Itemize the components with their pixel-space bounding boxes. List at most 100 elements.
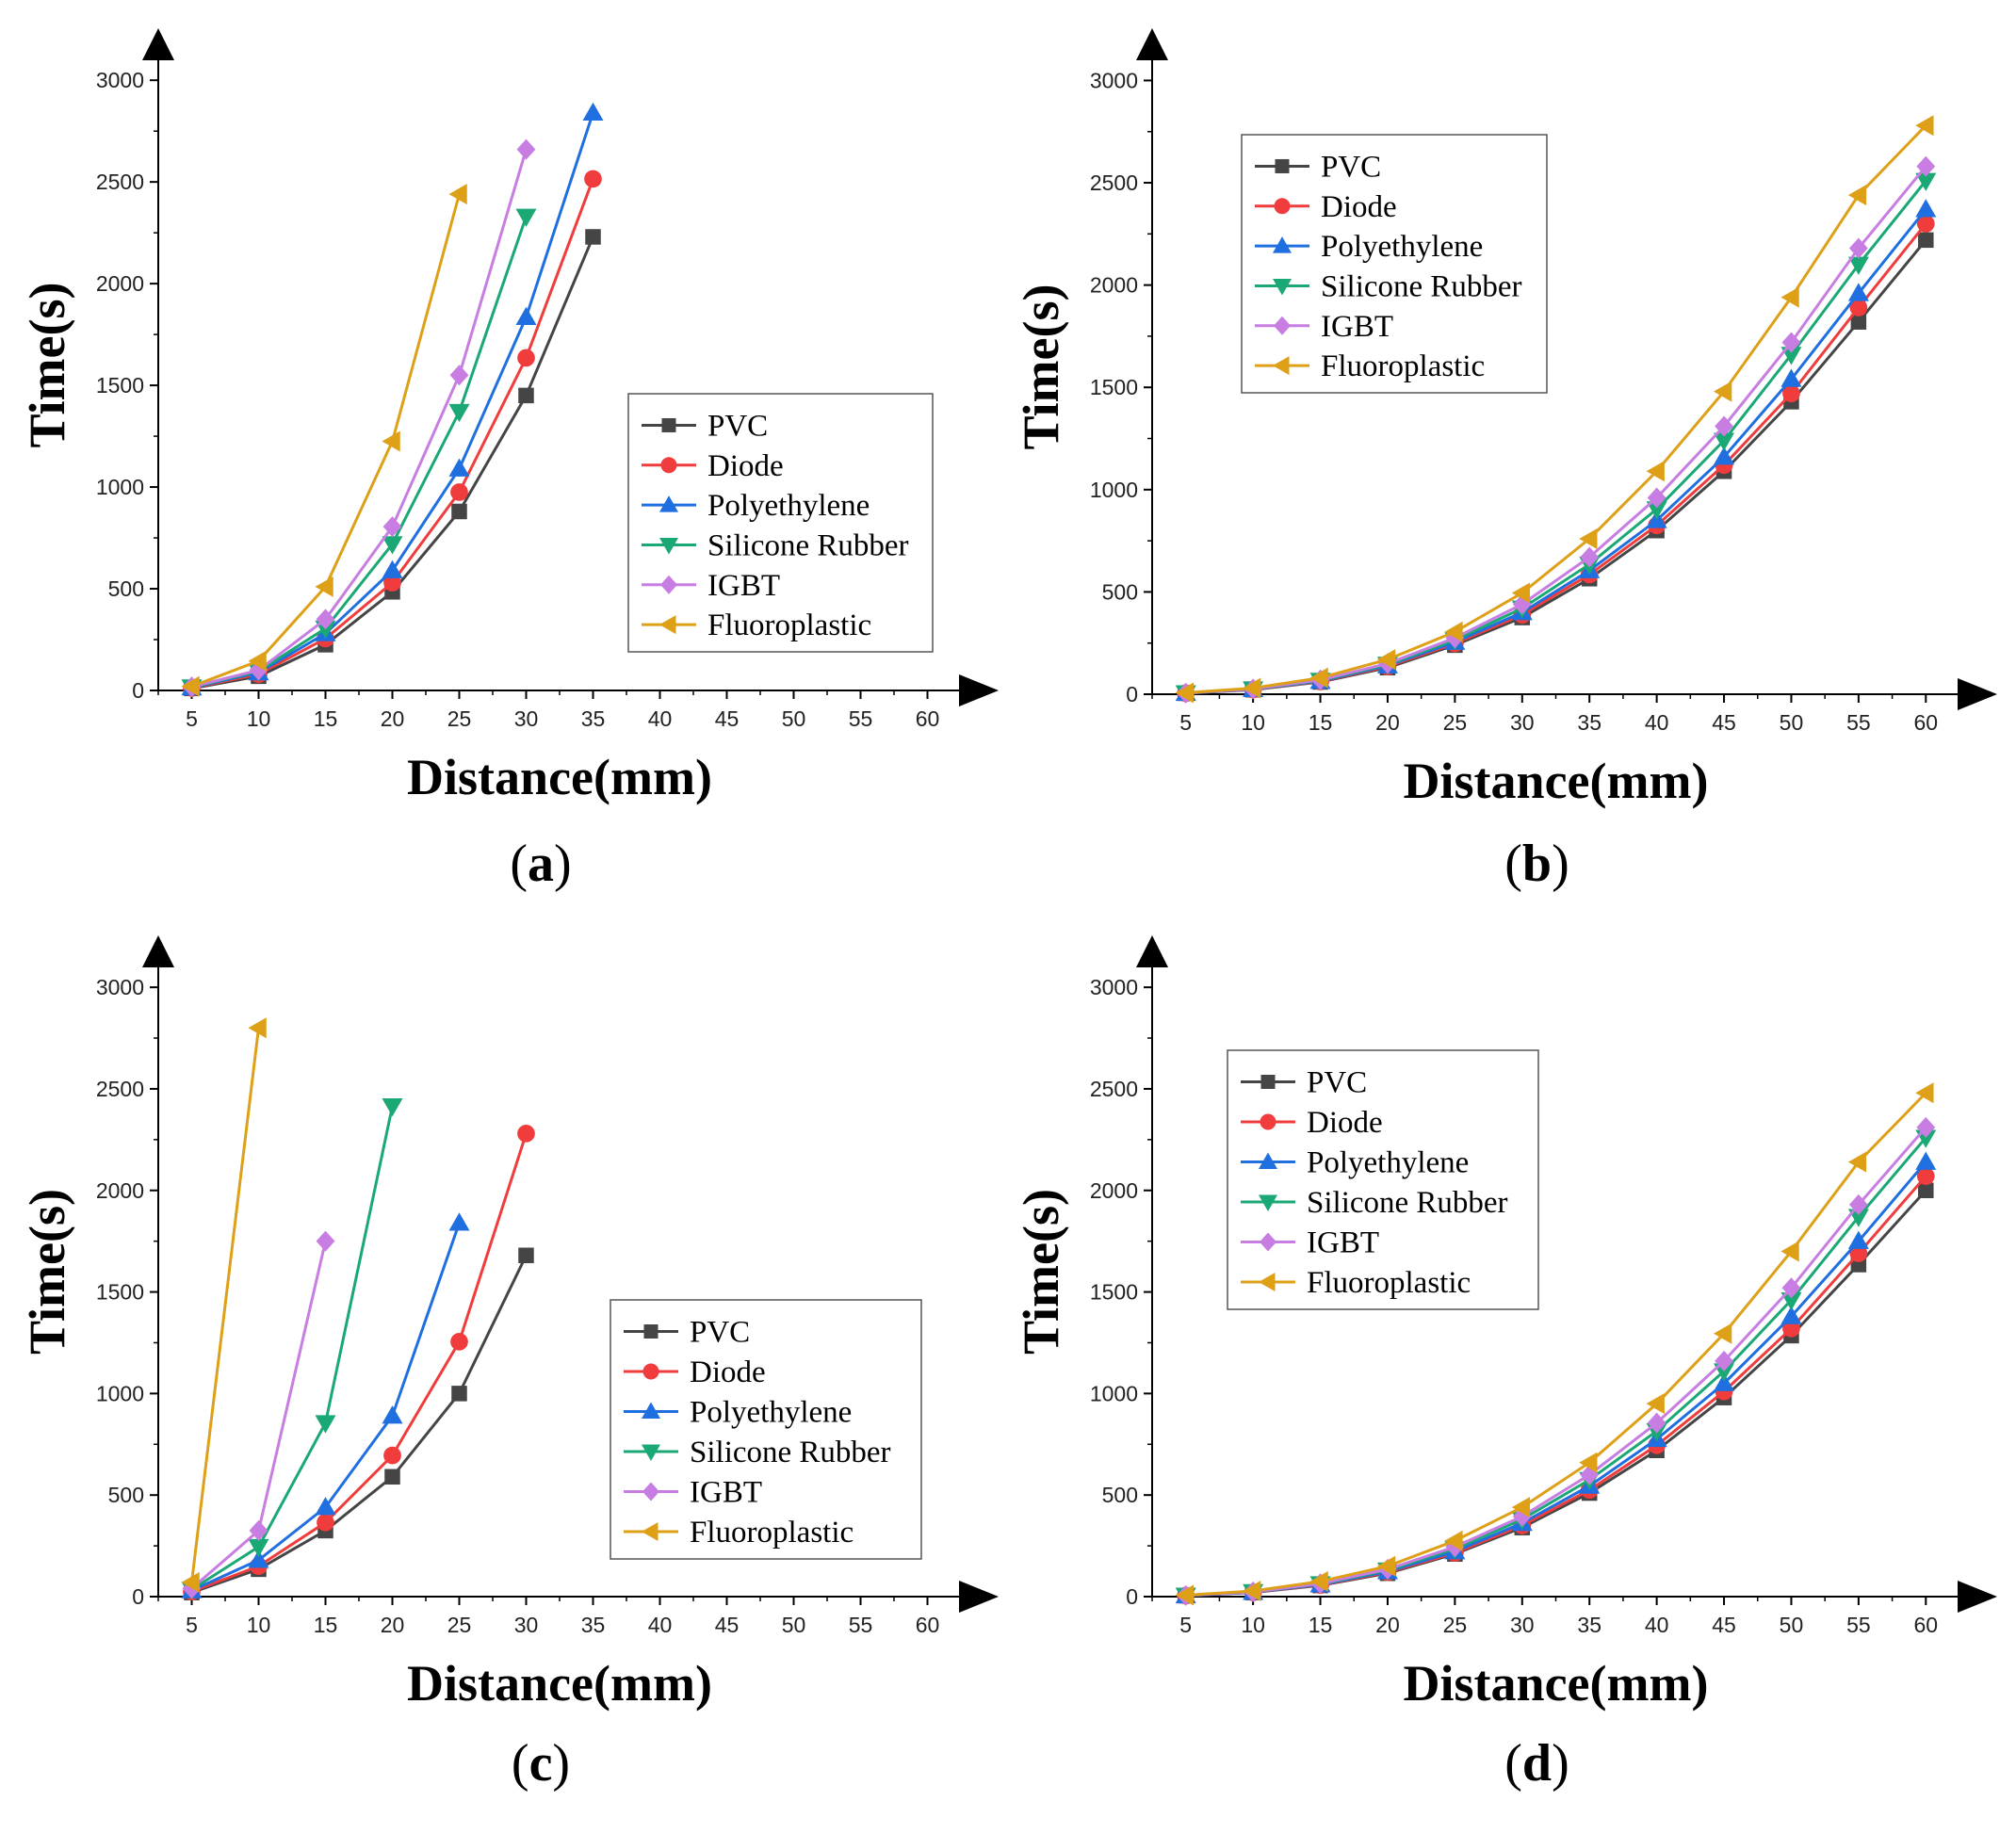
data-point-fluoroplastic — [448, 184, 467, 205]
legend-label-silicone-rubber: Silicone Rubber — [690, 1436, 891, 1469]
data-point-silicone-rubber — [315, 1415, 336, 1434]
data-point-fluoroplastic — [181, 1571, 200, 1593]
x-tick-label: 5 — [186, 1613, 198, 1637]
legend-marker-diode — [660, 457, 677, 474]
data-point-fluoroplastic — [1847, 185, 1867, 206]
legend-marker-igbt — [1260, 1232, 1276, 1252]
x-tick-label: 20 — [381, 706, 405, 731]
x-tick-label: 60 — [1913, 710, 1938, 735]
data-point-igbt — [449, 365, 469, 386]
data-point-diode — [1782, 384, 1800, 403]
x-tick-label: 45 — [715, 1613, 740, 1637]
x-axis-label: Distance(mm) — [1404, 1655, 1709, 1712]
data-point-silicone-rubber — [382, 1098, 403, 1117]
chart-panel-c: 5 10 15 20 25 30 35 40 45 50 55 60 0 500 1000 1500 2000 2… — [19, 935, 999, 1793]
data-point-diode — [584, 170, 602, 188]
x-axis-arrow — [1958, 678, 1997, 710]
y-axis-arrow — [142, 28, 174, 60]
x-tick-label: 50 — [1780, 710, 1804, 735]
legend-box — [1241, 134, 1548, 394]
data-point-polyethylene — [1714, 1372, 1735, 1391]
x-tick-label: 25 — [1443, 1613, 1468, 1637]
data-point-diode — [1916, 1167, 1935, 1186]
legend-marker-pvc — [643, 1324, 658, 1339]
legend-marker-polyethylene — [642, 1402, 660, 1419]
x-axis-label: Distance(mm) — [407, 749, 712, 805]
x-tick-label: 45 — [1712, 710, 1736, 735]
data-point-polyethylene — [448, 1212, 470, 1231]
legend-marker-polyethylene — [1273, 236, 1292, 253]
legend-label-igbt: IGBT — [1321, 310, 1393, 344]
series-line-diode — [190, 1132, 528, 1594]
data-point-pvc — [451, 503, 467, 520]
data-point-diode — [517, 1125, 535, 1143]
data-point-igbt — [1848, 237, 1868, 259]
legend-label-pvc: PVC — [707, 409, 768, 443]
legend-label-pvc: PVC — [1321, 150, 1381, 184]
x-tick-label: 20 — [381, 1613, 405, 1637]
y-tick-label: 3000 — [96, 975, 144, 999]
y-tick-label: 500 — [108, 1483, 144, 1507]
legend-label-silicone-rubber: Silicone Rubber — [707, 528, 909, 562]
series-line-fluoroplastic — [1185, 1092, 1927, 1597]
legend-label-pvc: PVC — [690, 1316, 750, 1350]
data-point-diode — [1849, 299, 1868, 316]
legend-label-igbt: IGBT — [690, 1476, 762, 1510]
x-tick-label: 55 — [1846, 1613, 1871, 1637]
x-tick-label: 60 — [916, 1613, 940, 1637]
x-tick-label: 10 — [1241, 710, 1265, 735]
data-point-igbt — [1512, 593, 1532, 615]
x-axis-label: Distance(mm) — [407, 1655, 712, 1712]
legend-label-diode: Diode — [690, 1355, 766, 1389]
data-point-fluoroplastic — [382, 430, 400, 452]
y-tick-label: 1000 — [96, 1381, 144, 1405]
y-axis-arrow — [1136, 935, 1168, 967]
y-axis-label: Time(s) — [1013, 1189, 1069, 1355]
y-tick-label: 500 — [108, 576, 144, 601]
y-tick-label: 2500 — [1090, 1077, 1138, 1101]
legend: PVC Diode Polyethylene Silicone Rubber IGBT F… — [1227, 1049, 1539, 1310]
legend-marker-pvc — [661, 417, 676, 432]
data-point-fluoroplastic — [1646, 461, 1665, 482]
legend-marker-diode — [1274, 198, 1291, 215]
x-tick-label: 15 — [1309, 1613, 1333, 1637]
legend-marker-polyethylene — [659, 495, 678, 512]
x-tick-label: 5 — [1179, 710, 1192, 735]
x-tick-label: 55 — [849, 706, 873, 731]
legend-label-diode: Diode — [707, 449, 784, 483]
legend-label-polyethylene: Polyethylene — [1321, 230, 1483, 264]
series-fluoroplastic — [181, 1017, 267, 1593]
data-point-fluoroplastic — [248, 650, 267, 672]
data-point-diode — [383, 574, 401, 592]
legend: PVC Diode Polyethylene Silicone Rubber IGBT F… — [610, 1299, 922, 1560]
y-tick-label: 2000 — [1090, 1178, 1138, 1203]
data-point-polyethylene — [582, 102, 604, 121]
legend: PVC Diode Polyethylene Silicone Rubber IGBT F… — [627, 393, 934, 653]
data-point-fluoroplastic — [1579, 1452, 1598, 1473]
x-axis-arrow — [959, 1581, 999, 1613]
x-tick-label: 40 — [1645, 1613, 1669, 1637]
data-point-fluoroplastic — [1714, 1323, 1732, 1344]
series-line-igbt — [191, 149, 528, 689]
data-point-fluoroplastic — [1175, 682, 1194, 704]
data-point-igbt — [316, 1230, 335, 1252]
data-point-fluoroplastic — [1376, 649, 1396, 671]
data-point-silicone-rubber — [1847, 256, 1869, 275]
legend-marker-fluoroplastic — [659, 615, 676, 635]
series-polyethylene — [181, 102, 604, 696]
x-tick-label: 35 — [581, 1613, 606, 1637]
legend-marker-diode — [642, 1363, 659, 1380]
panel-label: (c) — [512, 1734, 570, 1793]
legend-marker-fluoroplastic — [1273, 356, 1290, 376]
legend-label-igbt: IGBT — [1307, 1226, 1379, 1260]
data-point-fluoroplastic — [315, 576, 333, 597]
legend-label-diode: Diode — [1321, 190, 1397, 224]
data-point-silicone-rubber — [315, 620, 336, 640]
x-axis-label: Distance(mm) — [1404, 753, 1709, 809]
y-tick-label: 0 — [1126, 682, 1138, 706]
series-line-silicone-rubber — [190, 1105, 394, 1591]
legend-marker-silicone-rubber — [1273, 278, 1292, 296]
x-tick-label: 15 — [314, 706, 338, 731]
x-tick-label: 10 — [247, 706, 271, 731]
data-point-igbt — [1916, 155, 1936, 177]
